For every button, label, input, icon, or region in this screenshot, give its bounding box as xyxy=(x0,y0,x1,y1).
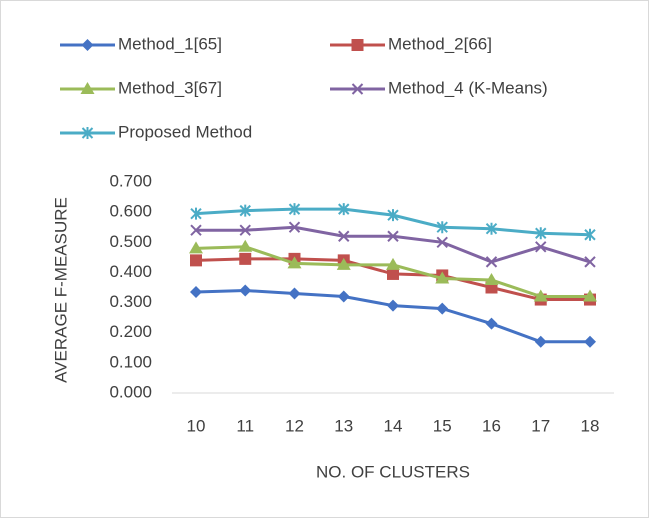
y-tick-label: 0.700 xyxy=(109,171,152,190)
marker xyxy=(484,272,499,285)
marker xyxy=(583,289,597,302)
marker xyxy=(190,207,202,220)
legend-label: Method_2[66] xyxy=(388,34,492,53)
marker xyxy=(190,224,202,236)
marker xyxy=(436,221,448,234)
legend-marker xyxy=(351,39,364,51)
marker xyxy=(387,230,399,242)
y-tick-label: 0.300 xyxy=(109,292,152,311)
marker xyxy=(336,257,351,270)
legend-label: Proposed Method xyxy=(118,122,252,141)
x-tick-label: 12 xyxy=(285,416,304,435)
marker xyxy=(485,222,498,235)
marker xyxy=(485,317,498,330)
marker xyxy=(189,241,203,254)
marker xyxy=(387,267,399,280)
marker xyxy=(239,284,252,297)
legend-label: Method_1[65] xyxy=(118,34,222,53)
marker xyxy=(337,290,350,303)
marker xyxy=(288,287,301,300)
marker xyxy=(190,254,202,267)
marker xyxy=(288,203,301,216)
marker xyxy=(239,252,252,265)
x-tick-label: 15 xyxy=(433,416,452,435)
marker xyxy=(387,299,399,312)
legend-marker xyxy=(81,127,94,139)
legend-marker xyxy=(81,39,94,51)
y-tick-label: 0.000 xyxy=(109,382,152,401)
x-tick-label: 11 xyxy=(236,416,254,435)
marker xyxy=(239,224,251,236)
marker xyxy=(436,236,448,248)
marker xyxy=(338,230,350,242)
marker xyxy=(534,335,547,348)
marker xyxy=(436,302,449,315)
y-tick-label: 0.200 xyxy=(109,322,152,341)
marker xyxy=(535,227,547,240)
y-tick-label: 0.400 xyxy=(109,262,152,281)
x-axis-title: NO. OF CLUSTERS xyxy=(316,462,470,481)
marker xyxy=(584,335,596,348)
marker xyxy=(535,241,547,253)
x-tick-label: 13 xyxy=(334,416,353,435)
marker xyxy=(533,289,548,302)
x-tick-label: 18 xyxy=(581,416,600,435)
legend-marker xyxy=(351,83,364,95)
x-tick-label: 14 xyxy=(384,416,403,435)
legend-label: Method_3[67] xyxy=(118,78,222,97)
marker xyxy=(239,204,251,217)
marker xyxy=(584,256,596,268)
marker xyxy=(190,286,202,299)
marker xyxy=(435,271,450,284)
legend-marker xyxy=(80,82,95,94)
marker xyxy=(386,257,400,270)
marker xyxy=(288,221,301,233)
marker xyxy=(485,256,498,268)
marker xyxy=(338,203,350,216)
marker xyxy=(387,209,399,222)
y-tick-label: 0.100 xyxy=(109,352,152,371)
marker xyxy=(238,239,253,252)
x-tick-label: 10 xyxy=(187,416,206,435)
marker xyxy=(287,256,302,269)
x-tick-label: 16 xyxy=(482,416,501,435)
y-tick-label: 0.600 xyxy=(109,202,152,221)
marker xyxy=(584,228,596,241)
legend-label: Method_4 (K-Means) xyxy=(388,78,548,97)
x-tick-label: 17 xyxy=(531,416,550,435)
y-axis-title: AVERAGE F-MEASURE xyxy=(51,197,70,383)
y-tick-label: 0.500 xyxy=(109,232,152,251)
